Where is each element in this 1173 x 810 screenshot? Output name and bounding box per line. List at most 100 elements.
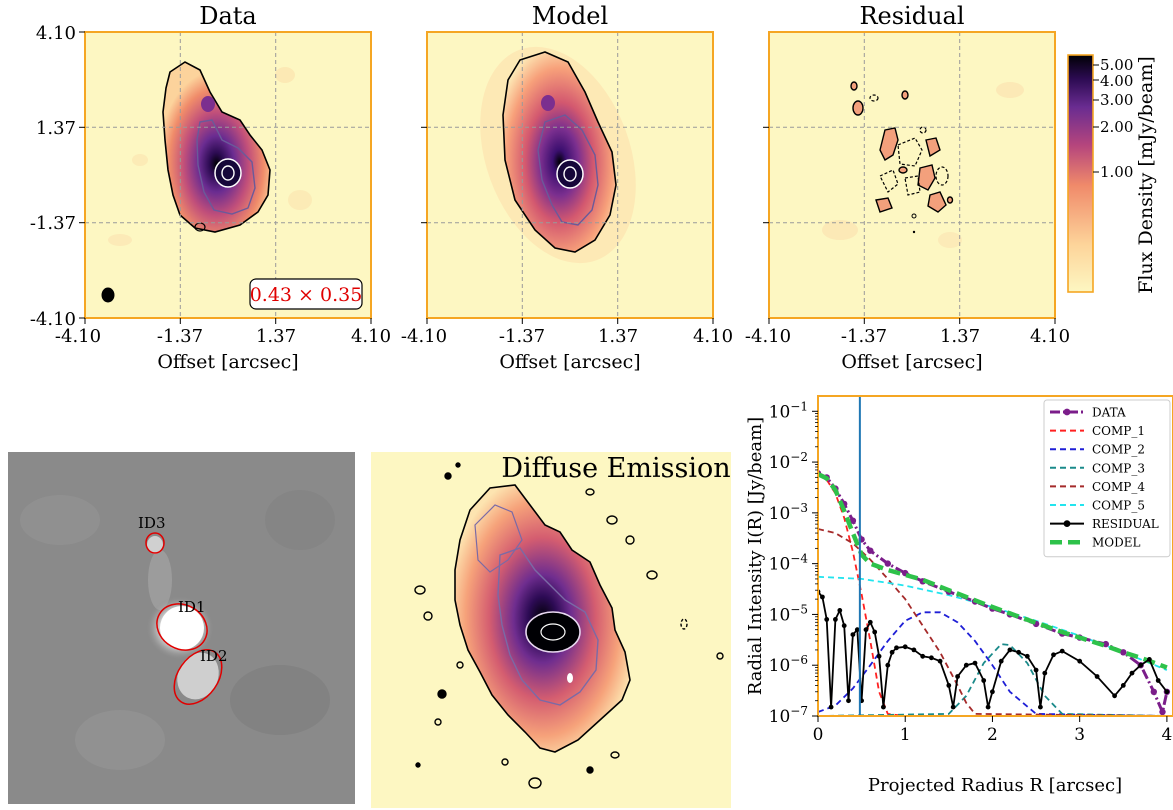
model-core-contour-outer: [556, 159, 584, 189]
model-id3-knot: [541, 95, 555, 111]
model-panel: Model -4.10 -1.37 1.37: [401, 2, 733, 373]
residual-features: [822, 81, 1024, 248]
series-residual-point: [820, 594, 825, 600]
series-residual-point: [867, 619, 873, 625]
data-xtick-label: -4.10: [55, 326, 101, 347]
series-residual-point: [828, 704, 834, 710]
series-data-point: [867, 547, 874, 554]
series-residual-point: [911, 647, 917, 653]
legend-label-model: MODEL: [1092, 536, 1141, 550]
residual-grid: [769, 32, 1055, 318]
model-grid: [427, 32, 713, 318]
series-residual-point: [963, 662, 969, 668]
series-data-point: [884, 560, 891, 567]
id3-region: [145, 532, 165, 554]
series-residual-point: [1129, 670, 1135, 676]
series-residual-point: [1147, 657, 1152, 662]
series-residual-point: [955, 674, 960, 679]
id1-region: [156, 603, 208, 651]
colorbar: 5.00 4.00 3.00 2.00 1.00 Flux Density [m…: [1067, 54, 1157, 294]
series-residual-point: [1112, 693, 1117, 699]
model-core-contour-inner: [563, 166, 577, 182]
profile-frame: [817, 395, 1173, 717]
series-residual-point: [850, 632, 856, 637]
data-xtick-label: 4.10: [351, 326, 391, 347]
series-residual-point: [902, 644, 908, 650]
model-frame: [426, 31, 714, 319]
series-data-point: [1159, 708, 1166, 716]
data-xticks: -4.10 -1.37 1.37 4.10: [55, 318, 391, 347]
data-ytick-label: 4.10: [36, 23, 76, 44]
residual-xtick-label: 4.10: [1030, 326, 1070, 347]
series-residual-point: [1059, 648, 1065, 654]
series-residual-point: [854, 627, 860, 633]
model-outer-contour: [502, 51, 617, 253]
series-residual-point: [1051, 652, 1056, 658]
profile-xticks: 0 1 2 3 4: [813, 716, 1172, 745]
profile-ytick-label: 10−3: [769, 501, 808, 524]
residual-title: Residual: [859, 2, 964, 30]
series-residual-point: [1138, 662, 1144, 668]
series-residual-point: [846, 698, 851, 704]
beam-label-box: [249, 278, 363, 310]
id3-label: ID3: [138, 514, 166, 532]
colorbar-tick-label: 2.00: [1100, 118, 1133, 136]
series-residual-point: [950, 704, 956, 710]
model-ticks: [421, 126, 714, 324]
series-data-point: [1150, 688, 1158, 695]
series-data-point: [1120, 649, 1127, 656]
series-residual-point: [1164, 689, 1170, 695]
series-residual-point: [889, 649, 895, 655]
legend-label-comp-4: COMP_4: [1092, 480, 1145, 494]
data-core-contour-outer: [214, 158, 242, 188]
profile-xtick-label: 4: [1161, 725, 1172, 745]
diffuse-inner-contour: [474, 504, 523, 573]
series-residual-point: [981, 678, 987, 683]
series-residual-point: [929, 655, 934, 661]
series-residual-point: [1077, 658, 1083, 664]
series-residual-point: [824, 617, 830, 622]
profile-ytick-label: 10−6: [769, 653, 808, 676]
data-frame: [84, 31, 372, 319]
id2-region: [173, 649, 223, 705]
beam-label: 0.43 × 0.35: [250, 284, 363, 306]
data-xtick-label: 1.37: [256, 326, 296, 347]
model-xtick-label: 4.10: [693, 326, 733, 347]
profile-ytick-label: 10−7: [769, 704, 808, 727]
model-xlabel: Offset [arcsec]: [499, 351, 640, 373]
profile-ytick-label: 10−2: [769, 450, 808, 473]
id2-source: [177, 652, 219, 700]
series-residual-point: [872, 629, 878, 635]
legend-marker: [1063, 408, 1071, 416]
diffuse-noise-contours: [414, 462, 724, 789]
series-data-point: [849, 517, 857, 524]
series-comp-4-line: [818, 528, 1167, 716]
profile-xlabel: Projected Radius R [arcsec]: [868, 775, 1122, 796]
series-residual-point: [1016, 649, 1021, 655]
legend-label-comp-1: COMP_1: [1092, 424, 1145, 438]
diffuse-mid-contour: [497, 547, 599, 706]
series-residual-point: [841, 623, 847, 629]
colorbar-label: Flux Density [mJy/beam]: [1135, 56, 1157, 294]
data-mid-contour: [196, 119, 256, 215]
legend-label-data: DATA: [1092, 406, 1126, 420]
model-emission: [480, 46, 636, 264]
data-id3-knot: [201, 96, 215, 112]
residual-frame: [768, 31, 1056, 319]
series-residual-point: [972, 660, 978, 666]
diffuse-panel: Diffuse Emission: [371, 452, 731, 808]
model-xtick-label: -1.37: [499, 326, 545, 347]
series-residual-point: [894, 645, 899, 651]
residual-xlabel: Offset [arcsec]: [841, 351, 982, 373]
series-residual-point: [990, 689, 995, 695]
data-core-contour-inner: [221, 165, 235, 181]
series-model-line: [818, 472, 1168, 670]
colorbar-gradient: [1067, 54, 1094, 293]
profile-ytick-label: 10−1: [769, 399, 808, 422]
profile-xtick-label: 0: [813, 725, 824, 745]
profile-ytick-label: 10−4: [769, 552, 809, 575]
series-residual-point: [1042, 670, 1048, 676]
series-residual-point: [1120, 683, 1126, 688]
series-residual-point: [863, 627, 869, 633]
data-outer-contour: [162, 61, 271, 233]
